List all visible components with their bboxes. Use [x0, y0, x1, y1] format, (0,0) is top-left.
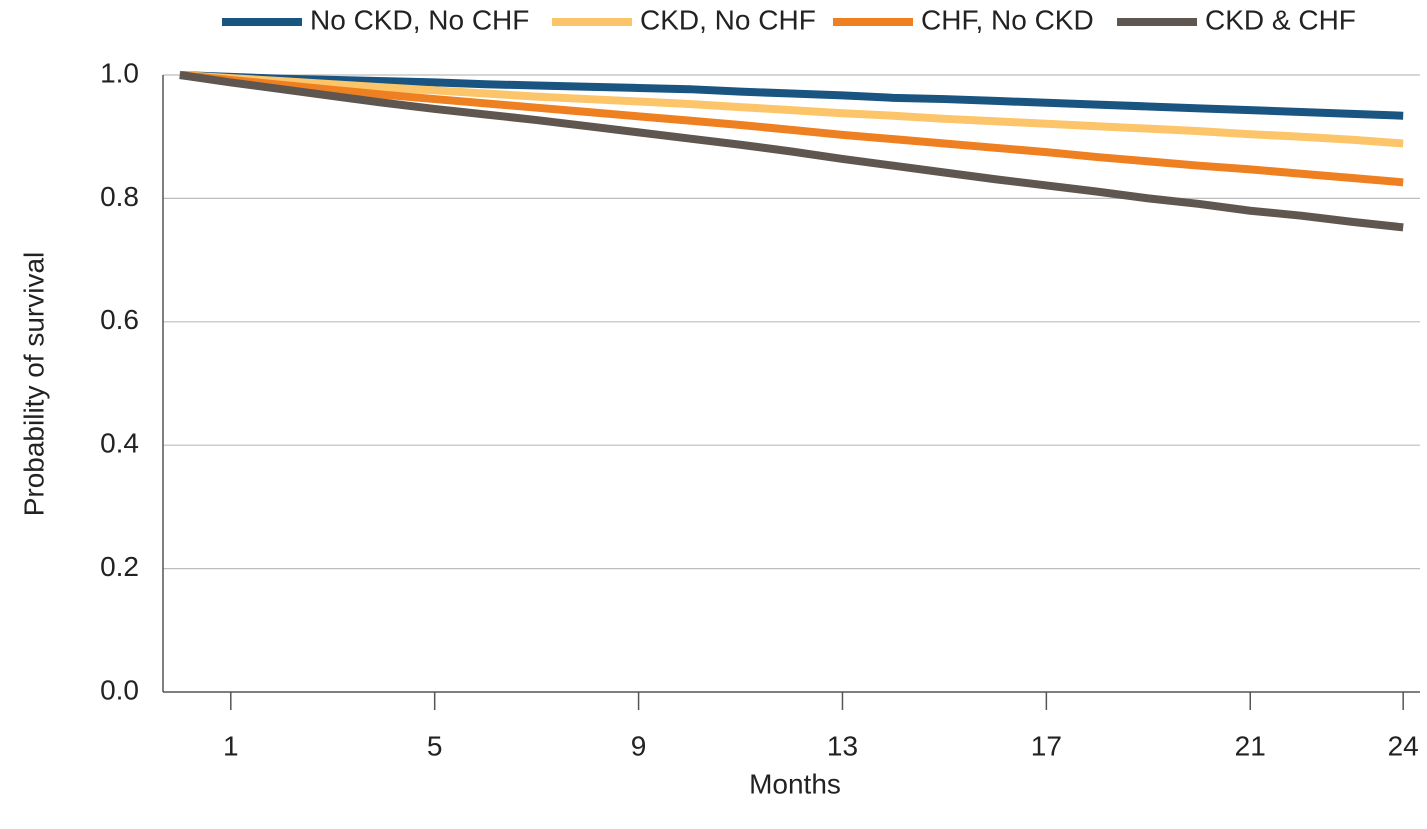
y-axis-title: Probability of survival — [18, 252, 49, 517]
y-tick-label: 0.4 — [100, 428, 139, 459]
legend-label: CKD & CHF — [1205, 4, 1356, 35]
y-tick-label: 0.6 — [100, 304, 139, 335]
series-line — [179, 71, 1404, 120]
legend-label: CHF, No CKD — [921, 4, 1094, 35]
x-tick-label: 5 — [427, 730, 443, 761]
x-tick-label: 17 — [1031, 730, 1062, 761]
y-tick-label: 0.0 — [100, 674, 139, 705]
x-tick-label: 21 — [1235, 730, 1266, 761]
legend-label: No CKD, No CHF — [310, 4, 529, 35]
x-axis-title: Months — [749, 768, 841, 799]
x-tick-label: 9 — [631, 730, 647, 761]
series-line — [179, 71, 1404, 148]
x-tick-label: 1 — [223, 730, 239, 761]
series-line — [179, 71, 1404, 232]
series-line — [179, 71, 1404, 187]
x-tick-label: 13 — [827, 730, 858, 761]
x-tick-label: 24 — [1388, 730, 1419, 761]
y-tick-label: 0.2 — [100, 551, 139, 582]
y-tick-label: 0.8 — [100, 181, 139, 212]
y-tick-label: 1.0 — [100, 57, 139, 88]
legend-label: CKD, No CHF — [640, 4, 816, 35]
